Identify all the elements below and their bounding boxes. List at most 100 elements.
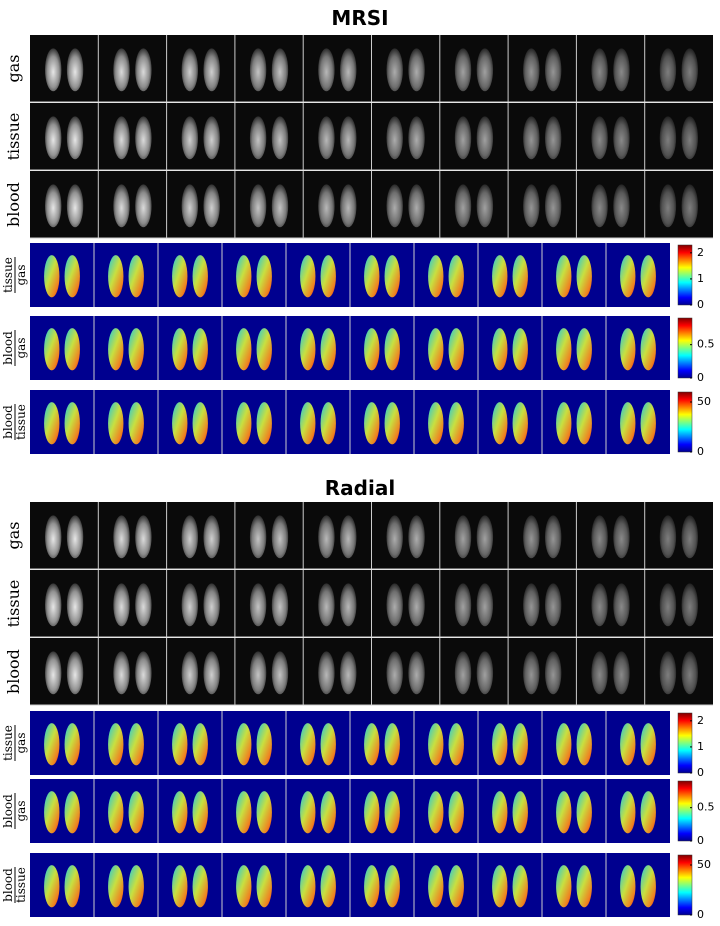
ratio-map bbox=[448, 791, 464, 834]
ratio-map bbox=[236, 402, 252, 445]
ratio-map bbox=[192, 865, 208, 908]
lung-image bbox=[544, 116, 562, 160]
lung-image bbox=[318, 583, 335, 627]
row-label: tissue bbox=[4, 580, 23, 628]
colorbar-tick-label: 50 bbox=[697, 858, 711, 871]
colorbar bbox=[677, 712, 693, 774]
row-label: blood bbox=[4, 182, 23, 227]
ratio-label: blood gas bbox=[1, 793, 28, 829]
ratio-map bbox=[128, 791, 144, 834]
row-label: blood bbox=[4, 649, 23, 694]
ratio-map bbox=[448, 402, 464, 445]
lung-image bbox=[681, 184, 698, 228]
lung-image bbox=[659, 515, 677, 559]
lung-image bbox=[544, 515, 562, 559]
lung-image bbox=[454, 116, 472, 160]
lung-image bbox=[135, 583, 152, 627]
ratio-map bbox=[44, 865, 60, 908]
ratio-map bbox=[192, 328, 208, 371]
lung-image bbox=[681, 583, 698, 627]
ratio-map bbox=[256, 791, 272, 834]
ratio-map bbox=[108, 328, 124, 371]
lung-image bbox=[681, 515, 698, 559]
ratio-map bbox=[428, 865, 444, 908]
image-row bbox=[30, 103, 713, 171]
ratio-map bbox=[172, 791, 188, 834]
ratio-map bbox=[300, 255, 316, 298]
ratio-label: tissue gas bbox=[1, 257, 28, 293]
lung-image bbox=[591, 48, 608, 92]
colorbar-tick-label: 0 bbox=[697, 766, 704, 779]
lung-image bbox=[454, 583, 472, 627]
ratio-map bbox=[172, 865, 188, 908]
lung-image bbox=[318, 184, 335, 228]
lung-image bbox=[659, 184, 677, 228]
ratio-map bbox=[640, 791, 656, 834]
lung-image bbox=[591, 651, 608, 695]
ratio-map bbox=[300, 791, 316, 834]
ratio-map bbox=[128, 328, 144, 371]
lung-image bbox=[45, 651, 62, 695]
lung-image bbox=[386, 48, 403, 92]
ratio-map bbox=[320, 255, 336, 298]
ratio-map bbox=[320, 402, 336, 445]
lung-image bbox=[476, 651, 494, 695]
colorbar bbox=[677, 780, 693, 842]
lung-image bbox=[340, 583, 357, 627]
lung-image bbox=[408, 583, 425, 627]
ratio-map bbox=[576, 791, 592, 834]
lung-image bbox=[386, 116, 403, 160]
denominator: tissue bbox=[14, 867, 28, 903]
ratio-map bbox=[512, 402, 528, 445]
lung-image bbox=[203, 116, 220, 160]
ratio-map bbox=[192, 723, 208, 766]
ratio-map bbox=[320, 865, 336, 908]
ratio-map bbox=[64, 255, 80, 298]
colorbar-tick-label: 0 bbox=[697, 834, 704, 847]
ratio-map bbox=[172, 255, 188, 298]
ratio-map bbox=[492, 865, 508, 908]
lung-image bbox=[681, 651, 698, 695]
lung-image bbox=[45, 184, 62, 228]
ratio-map bbox=[492, 723, 508, 766]
lung-image bbox=[454, 48, 472, 92]
lung-image bbox=[45, 583, 62, 627]
lung-image bbox=[113, 116, 130, 160]
lung-image bbox=[249, 515, 267, 559]
ratio-map bbox=[320, 723, 336, 766]
ratio-map bbox=[236, 865, 252, 908]
lung-image bbox=[249, 184, 267, 228]
section-title: MRSI bbox=[331, 6, 388, 30]
colorbar-tick-label: 1 bbox=[697, 740, 704, 753]
lung-image bbox=[408, 116, 425, 160]
lung-image bbox=[659, 583, 677, 627]
ratio-map bbox=[512, 255, 528, 298]
lung-image bbox=[203, 184, 220, 228]
lung-image bbox=[523, 116, 540, 160]
lung-image bbox=[249, 116, 267, 160]
ratio-map bbox=[256, 865, 272, 908]
ratio-map bbox=[428, 402, 444, 445]
lung-image bbox=[271, 116, 289, 160]
ratio-map bbox=[172, 402, 188, 445]
lung-image bbox=[454, 651, 472, 695]
ratio-map bbox=[384, 865, 400, 908]
lung-image bbox=[249, 48, 267, 92]
lung-image bbox=[408, 651, 425, 695]
lung-image bbox=[135, 48, 152, 92]
ratio-map bbox=[492, 402, 508, 445]
lung-image bbox=[318, 515, 335, 559]
colorbar bbox=[677, 244, 693, 306]
image-row bbox=[30, 502, 713, 570]
lung-image bbox=[113, 651, 130, 695]
lung-image bbox=[271, 184, 289, 228]
lung-image bbox=[318, 116, 335, 160]
numerator: blood bbox=[1, 794, 15, 828]
lung-image bbox=[340, 515, 357, 559]
numerator: blood bbox=[1, 405, 15, 439]
numerator: blood bbox=[1, 868, 15, 902]
colorbar-tick-label: 1 bbox=[697, 272, 704, 285]
lung-image bbox=[181, 515, 199, 559]
lung-image bbox=[113, 515, 130, 559]
